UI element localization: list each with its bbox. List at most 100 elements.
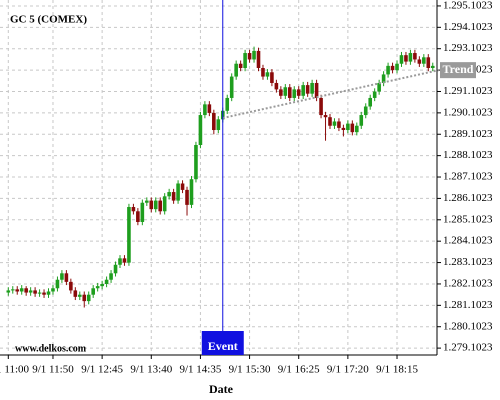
candle-body [274, 82, 279, 90]
candle-body [332, 121, 337, 126]
candle-body [283, 87, 288, 96]
candle-body [33, 290, 37, 294]
candle-body [256, 50, 261, 69]
candle-body [323, 115, 328, 118]
trend-badge [440, 62, 476, 79]
candle-body [109, 273, 113, 280]
candle-body [95, 286, 100, 289]
candle-body [82, 294, 87, 302]
candle-body [328, 117, 332, 126]
candle-body [265, 72, 270, 77]
x-tick-label: 9/1 16:25 [278, 364, 320, 376]
candle-body [194, 144, 198, 180]
candle-body [140, 202, 145, 222]
candle-body [149, 200, 154, 210]
candle-body [91, 288, 95, 295]
candle-body [247, 53, 252, 60]
y-tick-label: 1.282.1023 [443, 277, 493, 289]
candle-body [24, 288, 28, 293]
candle-body [372, 91, 377, 98]
candle-body [399, 55, 404, 64]
y-tick-label: 1.279.1023 [443, 342, 493, 354]
y-tick-label: 1.281.1023 [443, 299, 493, 311]
candle-body [55, 279, 60, 289]
candle-body [10, 289, 15, 291]
candle-body [350, 123, 355, 133]
candle-body [42, 292, 46, 295]
candle-body [113, 264, 118, 274]
event-badge [201, 331, 244, 355]
event-label: Event [208, 339, 238, 353]
candle-body [346, 123, 350, 131]
trend-line [222, 69, 439, 120]
candle-body [171, 192, 176, 201]
candle-body [377, 82, 381, 92]
x-tick-label: 9/1 12:45 [81, 364, 123, 376]
candle-body [73, 290, 78, 297]
candle-body [176, 183, 180, 201]
candle-body [86, 294, 91, 302]
candle-body [287, 87, 292, 98]
candle-body [6, 290, 11, 293]
candle-body [37, 292, 42, 294]
x-tick-label: 9/1 13:40 [130, 364, 172, 376]
candle-body [19, 288, 24, 292]
watermark: www.delkos.com [15, 343, 87, 354]
candle-body [430, 65, 435, 69]
candle-body [131, 207, 136, 212]
x-tick-label: 9/1 11:00 [0, 364, 30, 376]
candle-body [319, 97, 323, 116]
candle-body [314, 82, 319, 98]
candle-body [64, 273, 69, 282]
candle-body [198, 115, 203, 145]
candle-body [216, 119, 221, 131]
candle-body [180, 183, 185, 190]
candle-body [390, 65, 395, 71]
candle-body [404, 55, 408, 62]
y-tick-label: 1.286.1023 [443, 192, 493, 204]
candle-body [386, 65, 390, 75]
candle-body [310, 82, 314, 94]
candle-body [162, 196, 167, 212]
y-tick-label: 1.287.1023 [443, 171, 493, 183]
candle-body [229, 76, 234, 98]
candles [6, 46, 435, 308]
candle-body [60, 273, 64, 280]
y-tick-label: 1.285.1023 [443, 213, 493, 225]
candle-body [189, 179, 194, 205]
candle-body [212, 112, 216, 131]
candle-body [158, 200, 163, 212]
chart-title: GC 5 (COMEX) [10, 14, 87, 26]
candle-body [118, 258, 122, 265]
candle-body [185, 189, 189, 205]
candle-body [207, 104, 212, 113]
candle-body [279, 89, 283, 96]
candle-body [413, 53, 417, 60]
y-tick-label: 1.284.1023 [443, 235, 493, 247]
y-tick-label: 1.291.1023 [443, 85, 493, 97]
candle-body [368, 97, 373, 107]
candle-body [305, 85, 310, 94]
candle-body [225, 97, 230, 111]
grid [0, 0, 437, 355]
candle-body [426, 57, 431, 69]
candle-body [359, 115, 364, 126]
candle-body [395, 63, 399, 71]
candle-body [408, 53, 413, 62]
candle-body [252, 50, 256, 60]
trend-label: Trend [443, 62, 474, 76]
candle-body [234, 63, 238, 77]
y-tick-label: 1.283.1023 [443, 256, 493, 268]
candle-body [122, 258, 127, 263]
candle-body [51, 288, 55, 292]
candle-body [261, 68, 265, 77]
y-tick-label: 1.295.1023 [443, 0, 493, 11]
candle-body [46, 291, 51, 295]
candle-body [355, 125, 359, 133]
y-tick-label: 1.280.1023 [443, 320, 493, 332]
x-tick-label: 9/1 11:50 [32, 364, 74, 376]
candle-body [296, 89, 301, 96]
y-tick-label: 1.289.1023 [443, 128, 493, 140]
candle-body [167, 192, 171, 197]
